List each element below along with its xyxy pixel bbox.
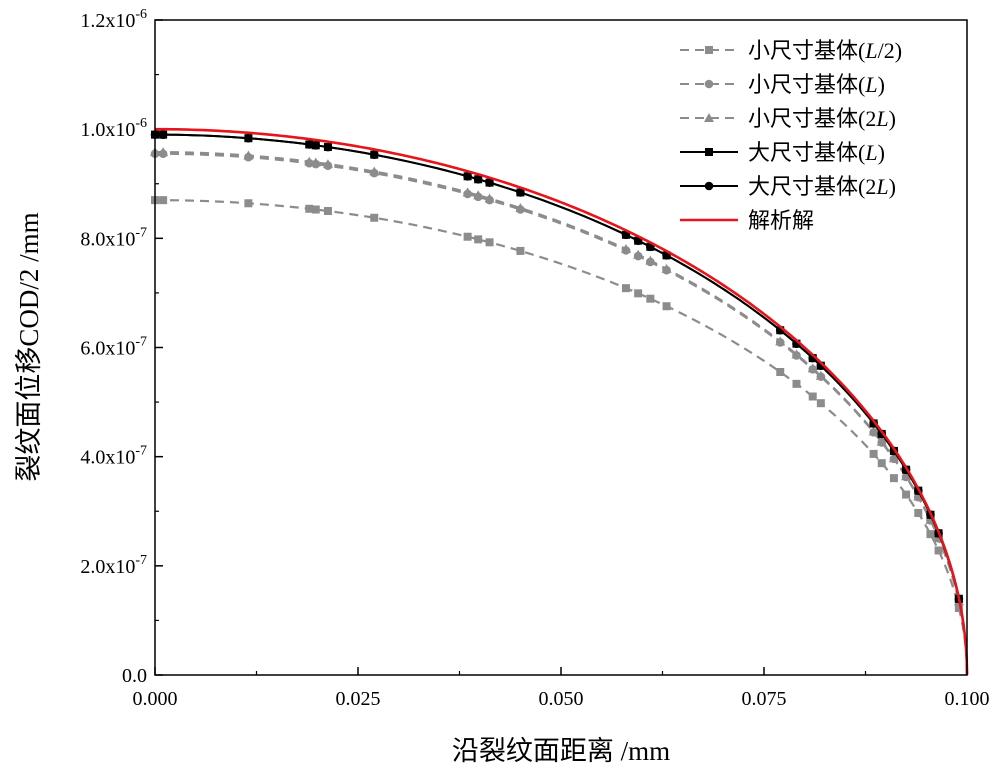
data-marker-square <box>914 508 923 517</box>
legend-label: 解析解 <box>748 208 814 233</box>
data-marker-triangle <box>462 187 473 197</box>
legend-label: 小尺寸基体(2L) <box>748 106 896 131</box>
legend-label: 大尺寸基体(L) <box>748 140 885 165</box>
legend-label: 大尺寸基体(2L) <box>748 174 896 199</box>
plot-frame <box>154 19 968 676</box>
data-marker-square <box>705 46 713 54</box>
data-marker-square <box>869 449 878 458</box>
x-tick-label: 0.025 <box>336 688 381 710</box>
y-axis-title: 裂纹面位移COD/2 /mm <box>14 212 44 481</box>
series-0 <box>151 196 969 676</box>
x-axis-title: 沿裂纹面距离 /mm <box>452 736 670 766</box>
data-marker-square <box>621 284 630 293</box>
legend-item: 小尺寸基体(L/2) <box>680 38 902 63</box>
x-tick-label: 0.000 <box>133 688 178 710</box>
data-marker-square <box>954 604 963 613</box>
data-marker-triangle <box>901 471 912 481</box>
data-marker-circle <box>485 178 494 187</box>
data-marker-square <box>634 289 643 298</box>
data-marker-triangle <box>310 157 321 167</box>
data-marker-square <box>776 368 785 377</box>
data-marker-square <box>792 379 801 388</box>
data-marker-square <box>934 546 943 555</box>
legend-item: 大尺寸基体(L) <box>680 140 885 165</box>
data-marker-square <box>244 199 253 208</box>
data-marker-square <box>159 196 168 205</box>
legend-item: 解析解 <box>680 208 814 233</box>
data-marker-square <box>305 204 314 213</box>
data-marker-triangle <box>645 255 656 265</box>
data-marker-circle <box>369 150 379 159</box>
data-marker-triangle <box>775 336 786 346</box>
data-marker-triangle <box>322 159 333 169</box>
data-marker-circle <box>473 174 483 184</box>
legend-label: 小尺寸基体(L/2) <box>748 38 902 63</box>
y-tick-label: 1.2x10-6 <box>80 7 147 32</box>
data-marker-triangle <box>243 150 254 160</box>
data-marker-square <box>646 294 655 303</box>
data-marker-triangle <box>704 113 714 122</box>
y-tick-label: 2.0x10-7 <box>80 553 147 578</box>
y-tick-label: 0.0 <box>122 665 147 687</box>
x-tick-label: 0.075 <box>742 688 787 710</box>
data-marker-circle <box>704 79 714 89</box>
data-marker-triangle <box>913 491 924 501</box>
series-5 <box>154 127 969 676</box>
data-marker-square <box>516 246 525 255</box>
data-marker-square <box>662 302 671 311</box>
data-marker-triangle <box>304 156 315 166</box>
data-marker-circle <box>158 130 168 139</box>
data-marker-square <box>705 148 713 156</box>
series-layer <box>150 127 969 676</box>
data-marker-triangle <box>633 249 644 259</box>
x-tick-label: 0.050 <box>539 688 584 710</box>
legend-item: 小尺寸基体(L) <box>680 72 885 97</box>
series-2 <box>150 147 969 676</box>
series-line-5 <box>154 127 969 676</box>
tick-labels: 0.000 0.025 0.050 0.075 0.100 0.0 2.0x10-7 4.0x… <box>80 7 989 710</box>
x-tick-label: 0.100 <box>945 688 990 710</box>
data-marker-square <box>808 392 817 401</box>
data-marker-triangle <box>369 166 380 176</box>
y-tick-label: 1.0x10-6 <box>80 116 147 141</box>
data-marker-triangle <box>484 193 495 203</box>
data-marker-triangle <box>876 436 887 446</box>
data-marker-triangle <box>791 349 802 359</box>
data-marker-circle <box>463 171 472 181</box>
data-marker-triangle <box>888 453 899 463</box>
data-marker-square <box>311 205 320 214</box>
y-tick-label: 4.0x10-7 <box>80 444 147 469</box>
data-marker-square <box>902 490 911 499</box>
data-marker-triangle <box>661 263 672 273</box>
y-tick-label: 6.0x10-7 <box>80 335 147 360</box>
legend-item: 小尺寸基体(2L) <box>680 106 896 131</box>
data-marker-square <box>816 399 825 408</box>
data-marker-triangle <box>473 190 484 200</box>
legend-label: 小尺寸基体(L) <box>748 72 885 97</box>
data-marker-square <box>485 238 494 247</box>
legend-item: 大尺寸基体(2L) <box>680 174 896 199</box>
data-marker-triangle <box>620 244 631 254</box>
data-marker-square <box>889 474 898 483</box>
data-marker-circle <box>704 181 714 191</box>
data-marker-square <box>463 232 472 241</box>
data-marker-square <box>323 207 332 216</box>
data-marker-square <box>370 213 379 222</box>
data-marker-triangle <box>815 370 826 380</box>
data-marker-circle <box>244 133 253 143</box>
data-marker-square <box>877 459 886 468</box>
legend: 小尺寸基体(L/2) 小尺寸基体(L) 小尺寸基体(2L) 大尺寸基体(L) 大尺寸基体… <box>680 38 902 233</box>
data-marker-square <box>926 530 935 539</box>
data-marker-circle <box>516 188 525 197</box>
data-marker-circle <box>304 140 314 149</box>
y-tick-label: 8.0x10-7 <box>80 225 147 250</box>
data-marker-triangle <box>515 203 526 213</box>
data-marker-circle <box>323 142 333 152</box>
data-marker-circle <box>311 141 321 150</box>
data-marker-triangle <box>158 147 169 157</box>
data-marker-triangle <box>807 363 818 373</box>
data-marker-square <box>474 235 483 244</box>
data-marker-triangle <box>868 426 879 436</box>
